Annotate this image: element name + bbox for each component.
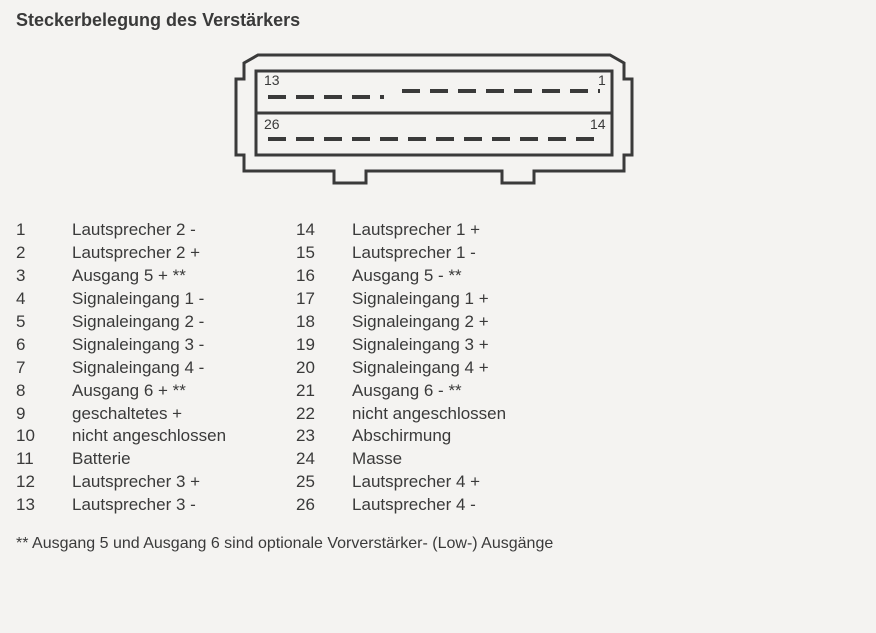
pin-number: 6	[16, 334, 72, 357]
pin-row: 26Lautsprecher 4 -	[296, 494, 506, 517]
pin-row: 4Signaleingang 1 -	[16, 288, 226, 311]
pin-label: Ausgang 5 - **	[352, 265, 506, 288]
pin-row: 7Signaleingang 4 -	[16, 357, 226, 380]
pin-number: 15	[296, 242, 352, 265]
pin-number: 1	[16, 219, 72, 242]
pin-label: Lautsprecher 1 -	[352, 242, 506, 265]
pin-row: 20Signaleingang 4 +	[296, 357, 506, 380]
pin-label: Ausgang 5 + **	[72, 265, 226, 288]
pin-label: Signaleingang 1 +	[352, 288, 506, 311]
pin-label: Signaleingang 4 +	[352, 357, 506, 380]
pin-number: 16	[296, 265, 352, 288]
svg-text:13: 13	[264, 72, 280, 88]
pin-number: 11	[16, 448, 72, 471]
pin-label: Signaleingang 4 -	[72, 357, 226, 380]
pin-number: 17	[296, 288, 352, 311]
pin-row: 12Lautsprecher 3 +	[16, 471, 226, 494]
pin-row: 24Masse	[296, 448, 506, 471]
pin-number: 9	[16, 403, 72, 426]
pin-assignment-table: 1Lautsprecher 2 -2Lautsprecher 2 +3Ausga…	[16, 219, 856, 517]
pin-number: 18	[296, 311, 352, 334]
pin-row: 8Ausgang 6 + **	[16, 380, 226, 403]
pin-label: Ausgang 6 - **	[352, 380, 506, 403]
pin-label: geschaltetes +	[72, 403, 226, 426]
pin-label: Ausgang 6 + **	[72, 380, 226, 403]
pin-number: 26	[296, 494, 352, 517]
pin-number: 22	[296, 403, 352, 426]
pin-number: 2	[16, 242, 72, 265]
pin-label: Lautsprecher 3 +	[72, 471, 226, 494]
pin-row: 14Lautsprecher 1 +	[296, 219, 506, 242]
pin-number: 20	[296, 357, 352, 380]
pin-row: 22nicht angeschlossen	[296, 403, 506, 426]
pin-column-left: 1Lautsprecher 2 -2Lautsprecher 2 +3Ausga…	[16, 219, 226, 517]
pin-label: Signaleingang 2 -	[72, 311, 226, 334]
pin-row: 16Ausgang 5 - **	[296, 265, 506, 288]
pin-number: 13	[16, 494, 72, 517]
svg-text:1: 1	[598, 72, 606, 88]
footnote: ** Ausgang 5 und Ausgang 6 sind optional…	[16, 535, 856, 553]
pin-number: 23	[296, 425, 352, 448]
svg-text:14: 14	[590, 116, 606, 132]
pin-row: 15Lautsprecher 1 -	[296, 242, 506, 265]
pin-number: 3	[16, 265, 72, 288]
pin-row: 1Lautsprecher 2 -	[16, 219, 226, 242]
pin-row: 18Signaleingang 2 +	[296, 311, 506, 334]
pin-label: Lautsprecher 4 -	[352, 494, 506, 517]
pin-label: Lautsprecher 4 +	[352, 471, 506, 494]
pin-row: 13Lautsprecher 3 -	[16, 494, 226, 517]
pin-number: 10	[16, 425, 72, 448]
pin-label: Lautsprecher 2 +	[72, 242, 226, 265]
pin-row: 25Lautsprecher 4 +	[296, 471, 506, 494]
pin-label: Signaleingang 2 +	[352, 311, 506, 334]
page-title: Steckerbelegung des Verstärkers	[16, 10, 856, 31]
pin-row: 11Batterie	[16, 448, 226, 471]
pin-row: 2Lautsprecher 2 +	[16, 242, 226, 265]
pin-number: 25	[296, 471, 352, 494]
pin-row: 17Signaleingang 1 +	[296, 288, 506, 311]
pin-number: 8	[16, 380, 72, 403]
pin-number: 24	[296, 448, 352, 471]
pin-label: Lautsprecher 2 -	[72, 219, 226, 242]
pin-label: nicht angeschlossen	[352, 403, 506, 426]
pin-label: Masse	[352, 448, 506, 471]
pin-number: 7	[16, 357, 72, 380]
connector-svg: 13 1 26 14	[224, 51, 644, 191]
pin-number: 19	[296, 334, 352, 357]
pin-row: 10nicht angeschlossen	[16, 425, 226, 448]
pin-label: nicht angeschlossen	[72, 425, 226, 448]
pin-label: Batterie	[72, 448, 226, 471]
pin-row: 3Ausgang 5 + **	[16, 265, 226, 288]
pin-number: 4	[16, 288, 72, 311]
pin-row: 19Signaleingang 3 +	[296, 334, 506, 357]
pin-row: 6Signaleingang 3 -	[16, 334, 226, 357]
pin-label: Abschirmung	[352, 425, 506, 448]
pin-label: Lautsprecher 1 +	[352, 219, 506, 242]
pin-label: Signaleingang 3 -	[72, 334, 226, 357]
pin-number: 12	[16, 471, 72, 494]
pin-column-right: 14Lautsprecher 1 +15Lautsprecher 1 -16Au…	[296, 219, 506, 517]
pin-label: Signaleingang 3 +	[352, 334, 506, 357]
pin-row: 5Signaleingang 2 -	[16, 311, 226, 334]
pin-number: 21	[296, 380, 352, 403]
pin-number: 14	[296, 219, 352, 242]
svg-text:26: 26	[264, 116, 280, 132]
pin-row: 21Ausgang 6 - **	[296, 380, 506, 403]
pin-label: Signaleingang 1 -	[72, 288, 226, 311]
pin-number: 5	[16, 311, 72, 334]
connector-diagram: 13 1 26 14	[12, 51, 856, 191]
pin-row: 23Abschirmung	[296, 425, 506, 448]
pin-label: Lautsprecher 3 -	[72, 494, 226, 517]
pin-row: 9geschaltetes +	[16, 403, 226, 426]
